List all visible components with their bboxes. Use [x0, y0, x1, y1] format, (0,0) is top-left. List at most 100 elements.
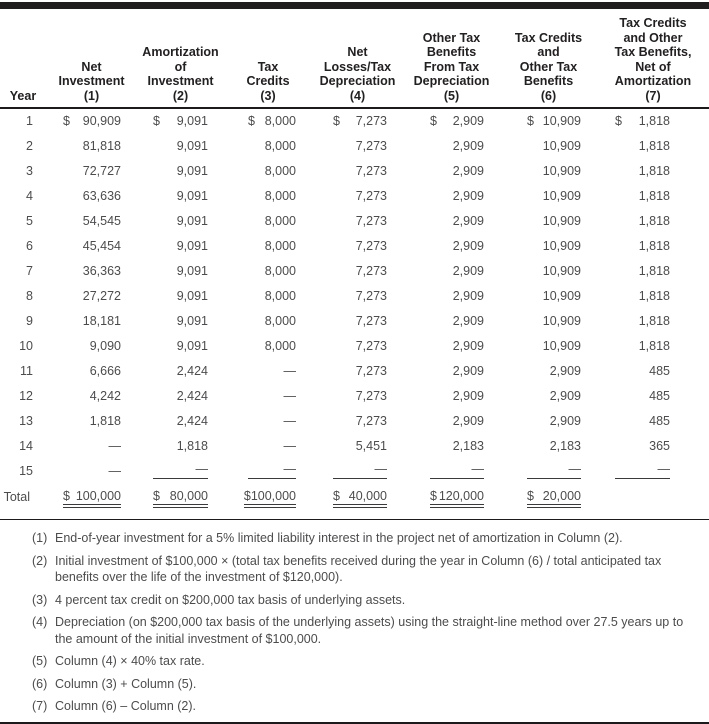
value-cell: $9,091	[137, 108, 224, 133]
value-cell: 2,909	[403, 383, 500, 408]
value-cell: —	[224, 433, 312, 458]
value-cell: —	[46, 433, 137, 458]
value-cell: 1,818	[597, 183, 709, 208]
cell-value: 2,909	[452, 363, 484, 378]
value-cell: 10,909	[500, 133, 597, 158]
value-cell: 8,000	[224, 258, 312, 283]
footnote: (5) Column (4) × 40% tax rate.	[32, 653, 697, 670]
cell-value: 365	[649, 438, 670, 453]
value-cell: 10,909	[500, 233, 597, 258]
value-cell: 4,242	[46, 383, 137, 408]
value-cell: 81,818	[46, 133, 137, 158]
footnote-text: Column (3) + Column (5).	[55, 676, 197, 691]
cell-value: 7,273	[355, 388, 387, 403]
footnotes: (1) End-of-year investment for a 5% limit…	[0, 520, 709, 715]
cell-value: 54,545	[82, 213, 121, 228]
cell-value: 10,909	[542, 288, 581, 303]
cell-value: —	[283, 363, 297, 378]
cell-value: 2,909	[452, 338, 484, 353]
dollar-sign: $	[527, 114, 534, 128]
cell-value: $80,000	[153, 489, 208, 508]
amount: 20,000	[542, 489, 581, 503]
value-cell: 2,909	[403, 283, 500, 308]
cell-value: 2,909	[452, 238, 484, 253]
year-cell: 12	[19, 388, 33, 403]
year-cell: 11	[20, 363, 33, 378]
footnote-marker: (2)	[32, 553, 48, 568]
value-cell: —	[403, 458, 500, 483]
value-cell: 7,273	[312, 258, 403, 283]
amount: 100,000	[75, 489, 121, 503]
value-cell: 7,273	[312, 383, 403, 408]
value-cell: 9,090	[46, 333, 137, 358]
cell-value: 7,273	[355, 413, 387, 428]
cell-value: 72,727	[82, 163, 121, 178]
cell-value: 10,909	[542, 263, 581, 278]
cell-value: 2,183	[452, 438, 484, 453]
cell-value: 2,909	[549, 413, 581, 428]
cell-value: 1,818	[638, 288, 670, 303]
cell-value: 7,273	[355, 163, 387, 178]
amount: 40,000	[348, 489, 387, 503]
cell-value: 2,183	[549, 438, 581, 453]
cell-value: 9,091	[176, 313, 208, 328]
value-cell: 7,273	[312, 283, 403, 308]
cell-value: —	[108, 438, 122, 453]
footnote-marker: (4)	[32, 615, 48, 629]
value-cell: 10,909	[500, 308, 597, 333]
value-cell: 7,273	[312, 233, 403, 258]
year-cell: 15	[19, 463, 33, 478]
cell-value: 10,909	[542, 213, 581, 228]
value-cell: 1,818	[46, 408, 137, 433]
value-cell: 2,909	[403, 358, 500, 383]
amount: 10,909	[542, 114, 581, 128]
value-cell: 10,909	[500, 158, 597, 183]
value-cell: 8,000	[224, 308, 312, 333]
column-header: Tax Credits and Other Tax Benefits, Net …	[597, 10, 709, 109]
table-row: 7 36,363 9,091 8,000 7,273 2,909 10,909 1,818	[0, 258, 709, 283]
table-row: 4 63,636 9,091 8,000 7,273 2,909 10,909 1,818	[0, 183, 709, 208]
cell-value: 7,273	[355, 363, 387, 378]
value-cell: 1,818	[597, 333, 709, 358]
total-cell: $40,000	[312, 483, 403, 514]
value-cell: 9,091	[137, 258, 224, 283]
cell-value: 8,000	[264, 238, 296, 253]
cell-value: 1,818	[638, 263, 670, 278]
cell-value: $10,909	[527, 114, 581, 128]
value-cell: $7,273	[312, 108, 403, 133]
value-cell: 365	[597, 433, 709, 458]
value-cell: 7,273	[312, 333, 403, 358]
table-row: 14 — 1,818 — 5,451 2,183 2,183 365	[0, 433, 709, 458]
value-cell: 2,909	[403, 183, 500, 208]
value-cell: 54,545	[46, 208, 137, 233]
value-cell: 7,273	[312, 408, 403, 433]
value-cell: 9,091	[137, 133, 224, 158]
amount: 120,000	[438, 489, 484, 503]
column-header: Tax Credits and Other Tax Benefits (6)	[500, 10, 597, 109]
table-row: 11 6,666 2,424 — 7,273 2,909 2,909 485	[0, 358, 709, 383]
value-cell: —	[46, 458, 137, 483]
cell-value: 8,000	[264, 288, 296, 303]
value-cell: 2,183	[500, 433, 597, 458]
value-cell: —	[597, 458, 709, 483]
footnote-text: Depreciation (on $200,000 tax basis of t…	[55, 615, 684, 646]
dollar-sign: $	[153, 114, 160, 128]
footnote-text: Initial investment of $100,000 × (total …	[55, 553, 662, 585]
dollar-sign: $	[615, 114, 622, 128]
bottom-rule	[0, 721, 709, 724]
cell-value: 7,273	[355, 338, 387, 353]
cell-value: $90,909	[63, 114, 121, 128]
year-cell: 7	[26, 263, 33, 278]
value-cell: 10,909	[500, 183, 597, 208]
footnote-marker: (7)	[32, 699, 48, 713]
year-cell: 2	[26, 138, 33, 153]
footnote: (2) Initial investment of $100,000 × (tot…	[32, 553, 697, 586]
cell-value: 9,090	[89, 338, 121, 353]
value-cell: 2,909	[500, 383, 597, 408]
cell-value: —	[333, 462, 387, 479]
cell-value: 485	[649, 363, 670, 378]
cell-value: —	[527, 462, 581, 479]
table-total-row: Total $100,000 $80,000 $100,000 $40,000 $120,…	[0, 483, 709, 514]
cell-value: 9,091	[176, 138, 208, 153]
cell-value: —	[615, 462, 670, 479]
